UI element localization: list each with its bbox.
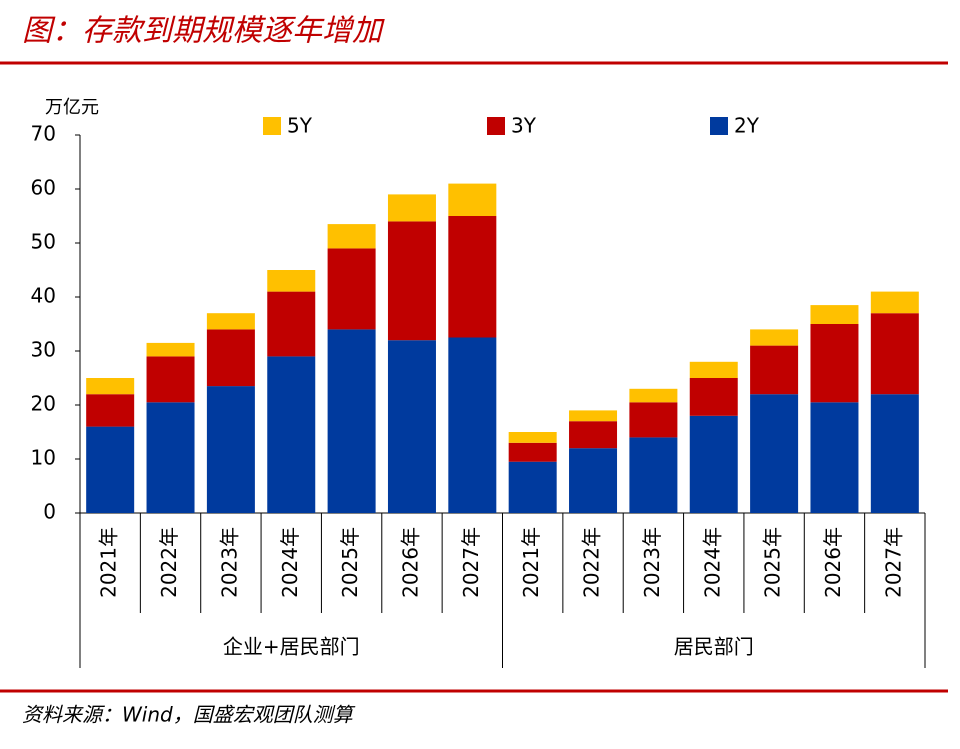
bar-segment bbox=[750, 394, 799, 513]
x-tick-label: 2023年 bbox=[640, 527, 664, 598]
x-tick-label: 2027年 bbox=[881, 527, 905, 598]
legend-label: 2Y bbox=[734, 114, 760, 138]
bar-segment bbox=[267, 356, 316, 513]
x-tick-label: 2022年 bbox=[157, 527, 181, 598]
x-tick-label: 2024年 bbox=[278, 527, 302, 598]
x-tick-label: 2027年 bbox=[459, 527, 483, 598]
bar-segment bbox=[750, 345, 799, 395]
group-label: 居民部门 bbox=[674, 635, 754, 659]
bar-segment bbox=[689, 415, 738, 513]
y-tick-label: 20 bbox=[31, 392, 56, 416]
y-tick-label: 70 bbox=[31, 122, 56, 146]
x-tick-label: 2024年 bbox=[700, 527, 724, 598]
y-tick-label: 30 bbox=[31, 338, 56, 362]
y-tick-label: 0 bbox=[43, 500, 56, 524]
bar-segment bbox=[448, 216, 497, 338]
bar-segment bbox=[629, 437, 678, 513]
bar-segment bbox=[810, 402, 859, 513]
y-axis-label: 万亿元 bbox=[45, 97, 99, 118]
legend-swatch bbox=[710, 117, 728, 135]
bar-segment bbox=[810, 324, 859, 403]
x-tick-label: 2025年 bbox=[338, 527, 362, 598]
x-tick-label: 2026年 bbox=[821, 527, 845, 598]
bar-segment bbox=[387, 340, 436, 513]
legend-label: 5Y bbox=[287, 114, 313, 138]
bar-segment bbox=[206, 329, 255, 387]
bar-segment bbox=[689, 378, 738, 416]
x-tick-label: 2026年 bbox=[398, 527, 422, 598]
group-label: 企业+居民部门 bbox=[223, 635, 360, 659]
bar-segment bbox=[327, 329, 376, 513]
y-tick-label: 60 bbox=[31, 176, 56, 200]
bar-segment bbox=[870, 313, 919, 395]
bar-segment bbox=[267, 291, 316, 357]
x-tick-label: 2021年 bbox=[519, 527, 543, 598]
y-tick-label: 40 bbox=[31, 284, 56, 308]
bar-segment bbox=[327, 224, 376, 249]
bar-segment bbox=[267, 270, 316, 292]
bar-segment bbox=[750, 329, 799, 346]
bar-segment bbox=[86, 426, 135, 513]
bar-segment bbox=[146, 402, 195, 513]
legend-swatch bbox=[487, 117, 505, 135]
bar-segment bbox=[569, 410, 618, 422]
bar-segment bbox=[387, 194, 436, 222]
bar-segment bbox=[569, 448, 618, 513]
bar-segment bbox=[508, 461, 557, 513]
bar-segment bbox=[448, 183, 497, 216]
source-note: 资料来源：Wind，国盛宏观团队测算 bbox=[22, 703, 356, 727]
bar-segment bbox=[689, 361, 738, 378]
bar-segment bbox=[629, 388, 678, 403]
bar-segment bbox=[629, 402, 678, 438]
bar-segment bbox=[448, 337, 497, 513]
bar-segment bbox=[146, 356, 195, 403]
y-tick-label: 10 bbox=[31, 446, 56, 470]
bar-segment bbox=[810, 305, 859, 324]
bar-segment bbox=[206, 386, 255, 513]
bar-segment bbox=[387, 221, 436, 341]
y-tick-label: 50 bbox=[31, 230, 56, 254]
bar-segment bbox=[86, 378, 135, 395]
bar-segment bbox=[86, 394, 135, 427]
chart-title: 图：存款到期规模逐年增加 bbox=[22, 14, 385, 49]
bar-segment bbox=[508, 442, 557, 462]
bar-segment bbox=[206, 313, 255, 330]
bar-segment bbox=[870, 291, 919, 314]
bar-segment bbox=[870, 394, 919, 513]
bar-segment bbox=[569, 421, 618, 449]
bar-segment bbox=[146, 342, 195, 357]
legend-swatch bbox=[263, 117, 281, 135]
x-tick-label: 2023年 bbox=[217, 527, 241, 598]
bar-segment bbox=[327, 248, 376, 330]
x-tick-label: 2021年 bbox=[97, 527, 121, 598]
x-tick-label: 2022年 bbox=[580, 527, 604, 598]
bar-segment bbox=[508, 432, 557, 443]
x-tick-label: 2025年 bbox=[761, 527, 785, 598]
legend-label: 3Y bbox=[511, 114, 537, 138]
